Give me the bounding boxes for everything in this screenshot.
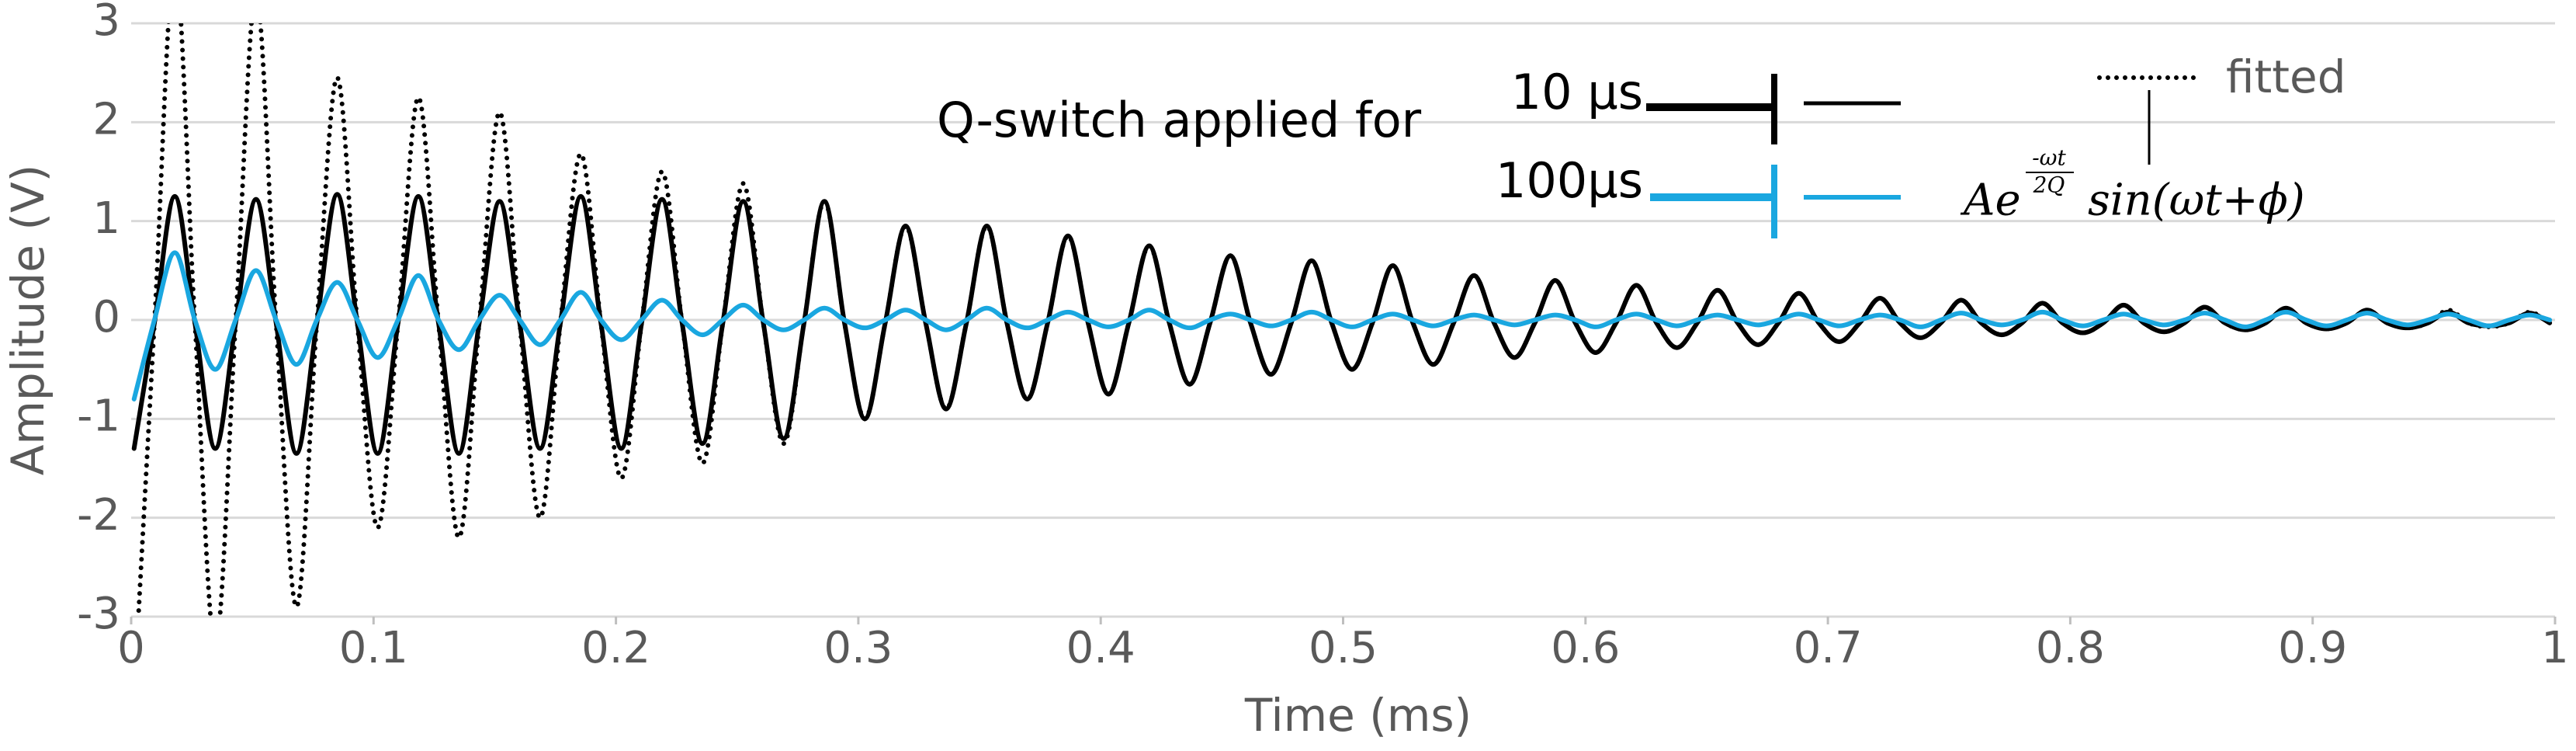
- x-tick-label: 0: [117, 623, 145, 673]
- formula-tail: sin(ωt+ϕ): [2088, 176, 2305, 226]
- formula-base: Ae: [1960, 176, 2021, 226]
- legend-label: 10 µs: [1511, 64, 1643, 120]
- formula-exp-num: -ωt: [2032, 145, 2066, 171]
- series-line: [136, 23, 2553, 617]
- legend-title: Q-switch applied for: [937, 92, 1422, 148]
- plot-area: [131, 23, 2553, 617]
- x-tick-label: 0.6: [1551, 623, 1620, 673]
- y-tick-label: 0: [92, 292, 120, 342]
- x-tick-label: 0.3: [823, 623, 893, 673]
- y-tick-label: -2: [77, 490, 120, 541]
- y-tick-label: 2: [92, 94, 120, 144]
- x-tick-label: 1: [2541, 623, 2569, 673]
- legend-label: 100µs: [1496, 152, 1643, 209]
- legend-label: fitted: [2226, 50, 2346, 103]
- series-line: [131, 250, 2553, 402]
- grid: -3 -2 -1 0 1 2 3 0 0.1 0.2 0.3 0.4 0.5 0.6 0.7 0.8 0.9 1: [77, 0, 2569, 673]
- y-axis-label: Amplitude (V): [2, 165, 54, 476]
- series-line: [131, 192, 2553, 456]
- y-tick-label: -3: [77, 589, 120, 639]
- x-tick-label: 0.1: [339, 623, 408, 673]
- x-tick-label: 0.7: [1794, 623, 1863, 673]
- x-tick-label: 0.4: [1066, 623, 1135, 673]
- x-tick-label: 0.8: [2036, 623, 2105, 673]
- y-tick-label: 3: [92, 0, 120, 46]
- y-tick-label: 1: [92, 193, 120, 244]
- x-axis-label: Time (ms): [1244, 689, 1472, 742]
- x-tick-label: 0.2: [581, 623, 650, 673]
- x-tick-label: 0.5: [1309, 623, 1378, 673]
- formula-exp-den: 2Q: [2033, 172, 2065, 198]
- y-tick-label: -1: [77, 391, 120, 441]
- legend: Q-switch applied for 10 µs 100µs fitted …: [937, 50, 2346, 238]
- x-tick-label: 0.9: [2278, 623, 2347, 673]
